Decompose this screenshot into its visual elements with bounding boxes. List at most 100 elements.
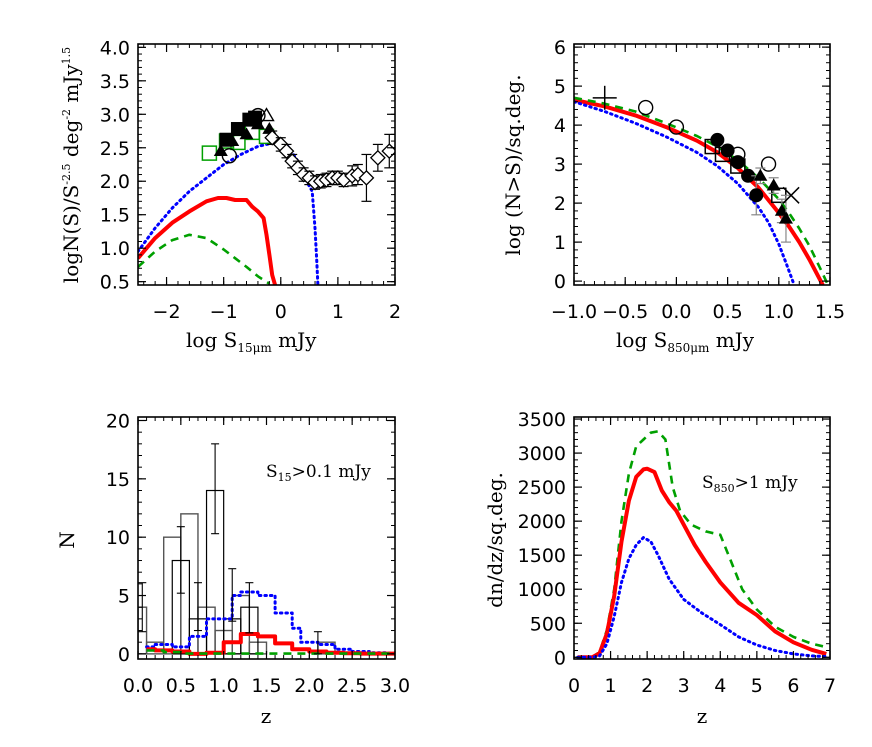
series-line: [574, 100, 796, 285]
plot-area-bottom-right: [576, 429, 828, 659]
y-tick-label: 3: [554, 154, 566, 176]
annotation-flux-cut-bottom-right: S850>1 mJy: [702, 473, 798, 495]
data-marker: [730, 155, 745, 170]
y-tick-label: 500: [530, 613, 566, 635]
data-marker: [369, 149, 386, 166]
data-marker: [749, 188, 764, 203]
x-tick-label: 0: [275, 301, 287, 323]
y-tick-label: 2500: [518, 477, 566, 499]
data-marker: [213, 144, 228, 157]
x-tick-label: −0.5: [602, 301, 648, 323]
axis-ticks-bottom-right: 0 1 2 3 4 5 6 7 0 500 1000 1500 2000 2500 3000 3500: [518, 409, 836, 697]
y-tick-label: 0.5: [100, 272, 130, 294]
data-marker: [668, 119, 685, 135]
data-marker: [766, 178, 781, 191]
x-axis-title-top-right: log S850μm mJy: [616, 328, 755, 355]
data-marker: [225, 134, 240, 146]
data-marker: [720, 143, 735, 158]
y-tick-label: 1: [554, 232, 566, 254]
data-marker: [637, 99, 654, 116]
annotation-flux-cut-bottom-left: S15>0.1 mJy: [266, 462, 371, 484]
y-tick-label: 3.0: [100, 104, 130, 126]
axis-ticks-bottom-left: 0.0 0.5 1.0 1.5 2.0 2.5 3.0 0 5 10 15 20: [106, 411, 410, 697]
y-axis-title-bottom-right: dn/dz/sq.deg.: [483, 472, 507, 608]
x-tick-label: 0: [568, 675, 580, 697]
x-tick-label: −1: [210, 301, 238, 323]
series-line: [574, 96, 830, 285]
y-tick-label: 1000: [518, 579, 566, 601]
series-line: [577, 429, 827, 659]
data-marker: [704, 138, 720, 155]
x-tick-label: −2: [153, 301, 181, 323]
x-tick-label: 0.5: [166, 675, 196, 697]
x-tick-label: 3.0: [380, 675, 410, 697]
x-tick-label: 1: [332, 301, 344, 323]
series-line: [138, 233, 271, 285]
x-tick-label: 4: [714, 675, 726, 697]
y-tick-label: 2: [554, 193, 566, 215]
series-line: [146, 649, 395, 655]
data-marker: [730, 158, 746, 174]
y-tick-label: 15: [106, 469, 130, 491]
y-tick-label: 3000: [518, 443, 566, 465]
y-tick-label: 10: [106, 527, 130, 549]
y-tick-label: 2.0: [100, 171, 130, 193]
data-marker: [782, 186, 800, 204]
data-marker: [230, 122, 245, 137]
x-tick-label: 0.0: [123, 675, 153, 697]
plot-frame-bottom-left: [137, 416, 396, 660]
x-axis-title-bottom-right: z: [697, 704, 708, 728]
y-tick-label: 0: [554, 647, 566, 669]
x-tick-label: 1.0: [209, 675, 239, 697]
y-tick-label: 4.0: [100, 37, 130, 59]
data-marker: [221, 148, 238, 164]
y-tick-label: 0: [118, 644, 130, 666]
data-marker: [201, 145, 218, 161]
panel-top-left: −2 −1 0 1 2 0.5 1.0 1.5 2.0 2.5 3.0 3.5 4.0 log S15μ…: [59, 37, 401, 355]
plot-frame-bottom-right: [573, 416, 831, 660]
x-tick-label: 6: [787, 675, 799, 697]
y-tick-label: 2000: [518, 511, 566, 533]
y-tick-label: 0: [554, 271, 566, 293]
x-tick-label: −1.0: [551, 301, 597, 323]
y-axis-title-top-right: log (N>S)/sq.deg.: [501, 74, 525, 255]
y-tick-label: 1500: [518, 545, 566, 567]
data-marker: [239, 127, 254, 140]
y-tick-label: 2.5: [100, 138, 130, 160]
y-axis-title-top-left: logN(S)/S-2.5 deg-2 mJy1.5: [59, 47, 83, 283]
x-tick-label: 1.5: [251, 675, 281, 697]
x-tick-label: 5: [751, 675, 763, 697]
y-tick-label: 1.5: [100, 205, 130, 227]
panel-bottom-right: 0 1 2 3 4 5 6 7 0 500 1000 1500 2000 2500 3000 3500 S85…: [483, 409, 836, 728]
panel-bottom-left: 0.0 0.5 1.0 1.5 2.0 2.5 3.0 0 5 10 15 20 S15>0.1 mJ…: [55, 411, 410, 728]
y-tick-label: 5: [118, 586, 130, 608]
panel-top-right: −1.0 −0.5 0.0 0.5 1.0 1.5 0 1 2 3 4 5 6 log S850μm m…: [501, 37, 845, 355]
data-marker: [714, 146, 731, 163]
y-tick-label: 1.0: [100, 238, 130, 260]
y-tick-label: 4: [554, 115, 566, 137]
x-tick-label: 1.5: [815, 301, 845, 323]
axis-ticks-top-left: −2 −1 0 1 2 0.5 1.0 1.5 2.0 2.5 3.0 3.5 4.0: [100, 37, 401, 323]
data-marker: [264, 129, 281, 146]
series-line: [577, 466, 827, 659]
x-tick-label: 3: [678, 675, 690, 697]
data-marker: [753, 168, 768, 181]
data-marker: [778, 211, 793, 224]
x-tick-label: 1: [605, 675, 617, 697]
x-tick-label: 7: [824, 675, 836, 697]
x-axis-title-top-left: log S15μm mJy: [186, 328, 317, 355]
y-tick-label: 3.5: [100, 71, 130, 93]
plot-frame-top-right: [573, 43, 831, 286]
series-line: [145, 590, 395, 655]
plot-area-top-left: [138, 107, 395, 285]
y-tick-label: 6: [554, 37, 566, 59]
series-line: [576, 536, 828, 659]
x-axis-title-bottom-left: z: [261, 704, 272, 728]
x-tick-label: 0.5: [712, 301, 742, 323]
y-tick-label: 20: [106, 411, 130, 433]
y-tick-label: 5: [554, 76, 566, 98]
data-marker: [250, 107, 266, 124]
y-tick-label: 3500: [518, 409, 566, 431]
x-tick-label: 1.0: [764, 301, 794, 323]
